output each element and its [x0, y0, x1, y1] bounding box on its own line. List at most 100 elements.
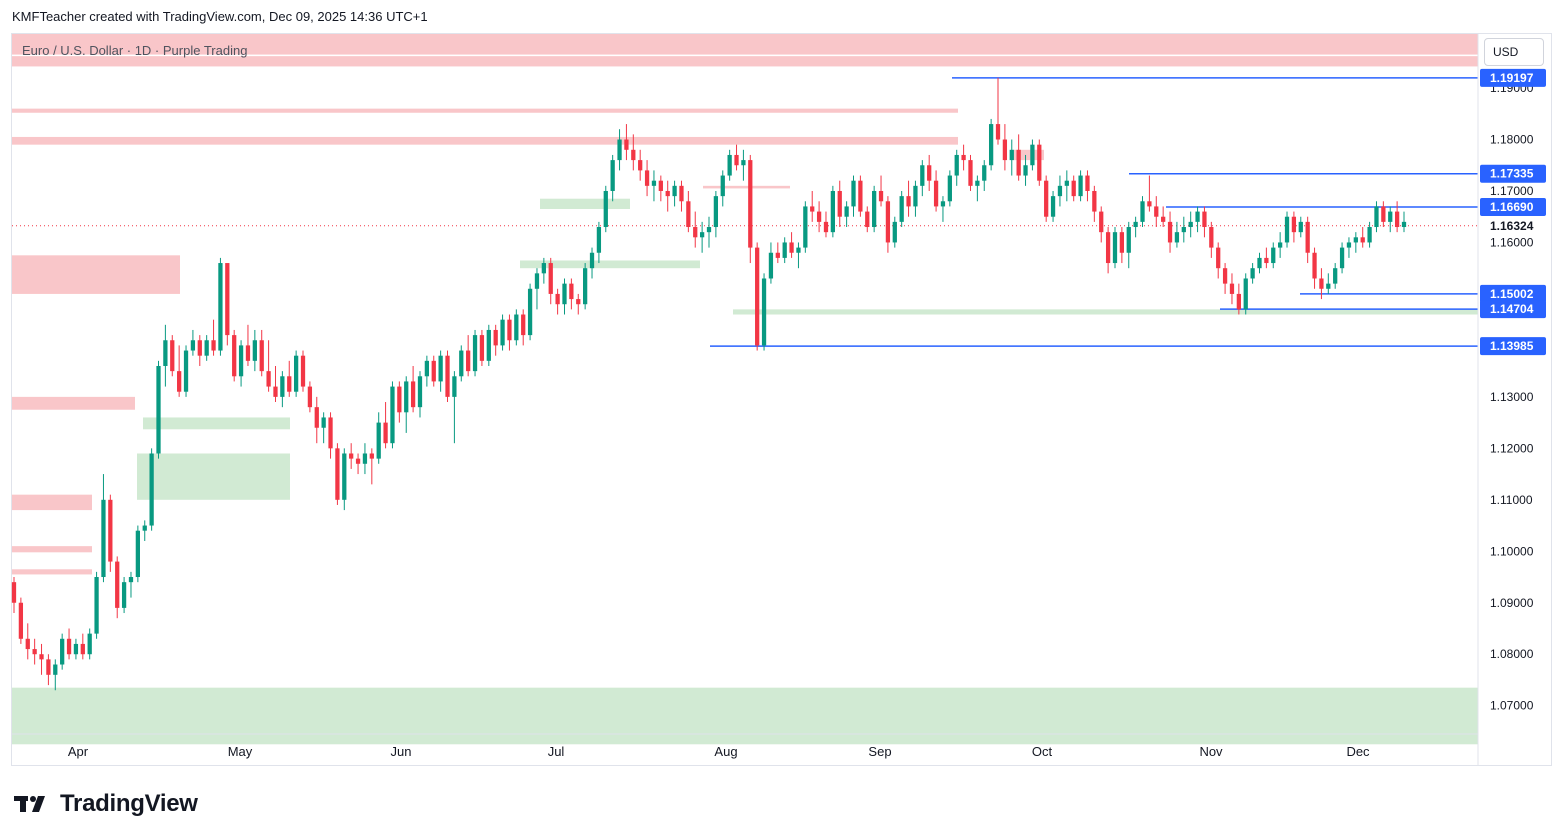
candle-body [39, 654, 44, 660]
candle-body [328, 417, 333, 449]
candle-body [851, 180, 856, 207]
candle-body [789, 242, 794, 253]
candle-body [1071, 180, 1076, 197]
candle-body [562, 283, 567, 305]
candle-body [60, 638, 65, 665]
candle-body [693, 227, 698, 238]
candle-body [1367, 227, 1372, 243]
candle-body [87, 633, 92, 655]
candle-body [1250, 268, 1255, 279]
candle-body [1394, 211, 1400, 228]
chart-attribution: KMFTeacher created with TradingView.com,… [12, 9, 428, 24]
candle-body [1216, 247, 1221, 269]
price-zone [12, 34, 1478, 55]
candle-body [500, 319, 505, 346]
time-tick-label: May [228, 744, 253, 759]
candle-body [1174, 232, 1180, 243]
candle-body [1319, 278, 1324, 289]
candle-body [1050, 196, 1056, 217]
candle-body [73, 643, 79, 655]
candle-body [190, 340, 196, 351]
candle-body [11, 582, 17, 603]
candle-body [128, 577, 134, 583]
price-level-label: 1.19197 [1490, 71, 1534, 85]
candle-body [369, 453, 374, 459]
candle-body [624, 139, 629, 150]
candle-body [53, 664, 58, 675]
price-level-label: 1.14704 [1490, 302, 1534, 316]
candle-body [390, 386, 395, 444]
price-tick-label: 1.17000 [1490, 184, 1534, 198]
price-level-tag [1480, 284, 1546, 303]
candle-body [679, 185, 684, 202]
candle-body [665, 190, 670, 197]
price-tick-label: 1.09000 [1490, 596, 1534, 610]
candle-body [720, 175, 725, 197]
candle-body [397, 386, 402, 413]
candle-body [383, 422, 388, 444]
candle-body [810, 206, 815, 212]
brand-logo[interactable]: TradingView [14, 790, 198, 818]
candle-body [534, 273, 540, 289]
candle-body [94, 577, 99, 634]
time-tick-label: Sep [868, 744, 891, 759]
candle-body [108, 499, 113, 562]
candle-body [954, 154, 959, 176]
price-zone [12, 56, 1478, 67]
candle-body [796, 247, 801, 253]
candle-body [1333, 268, 1338, 284]
candle-body [933, 180, 939, 207]
last-price-label: 1.16324 [1490, 219, 1534, 233]
candle-body [651, 180, 657, 186]
currency-button[interactable]: USD [1484, 38, 1544, 66]
candle-body [466, 350, 471, 372]
candle-body [1346, 242, 1352, 248]
candle-body [1023, 165, 1028, 176]
candle-body [548, 263, 553, 294]
candle-body [638, 160, 643, 171]
candle-body [906, 196, 911, 207]
candle-body [321, 417, 326, 428]
candle-body [266, 371, 271, 387]
candle-body [156, 365, 161, 454]
candle-body [204, 340, 209, 356]
candle-body [1126, 227, 1131, 253]
price-zone [520, 260, 700, 269]
price-zone [12, 255, 180, 294]
candle-body [844, 206, 849, 217]
candle-body [1236, 293, 1241, 310]
candle-body [1147, 201, 1152, 207]
candle-body [314, 407, 319, 428]
candle-body [1112, 232, 1118, 264]
price-zone [12, 569, 92, 575]
candle-body [1195, 211, 1200, 222]
price-tick-label: 1.12000 [1490, 441, 1534, 455]
candle-body [1312, 252, 1317, 279]
candle-body [445, 355, 450, 397]
candle-body [32, 649, 37, 655]
candle-body [472, 335, 478, 372]
time-tick-label: Nov [1199, 744, 1223, 759]
candle-body [920, 165, 925, 186]
candle-body [988, 124, 994, 166]
candle-body [307, 386, 313, 408]
candle-body [293, 355, 299, 392]
candle-body [280, 376, 285, 397]
price-level-tag [1480, 300, 1546, 319]
candle-body [46, 659, 51, 675]
candle-body [1188, 221, 1193, 228]
symbol-title[interactable]: Euro / U.S. Dollar · 1D · Purple Trading [22, 43, 248, 58]
candle-body [885, 201, 891, 243]
time-tick-label: Jul [548, 744, 565, 759]
candle-body [101, 499, 106, 578]
candle-body [878, 190, 884, 202]
candle-body [872, 190, 877, 228]
candle-body [1064, 180, 1069, 186]
price-zone [12, 494, 92, 511]
candle-body [1264, 257, 1269, 264]
candle-body [252, 340, 257, 361]
candle-body [211, 340, 216, 351]
candle-body [424, 360, 430, 377]
candle-body [25, 638, 30, 650]
